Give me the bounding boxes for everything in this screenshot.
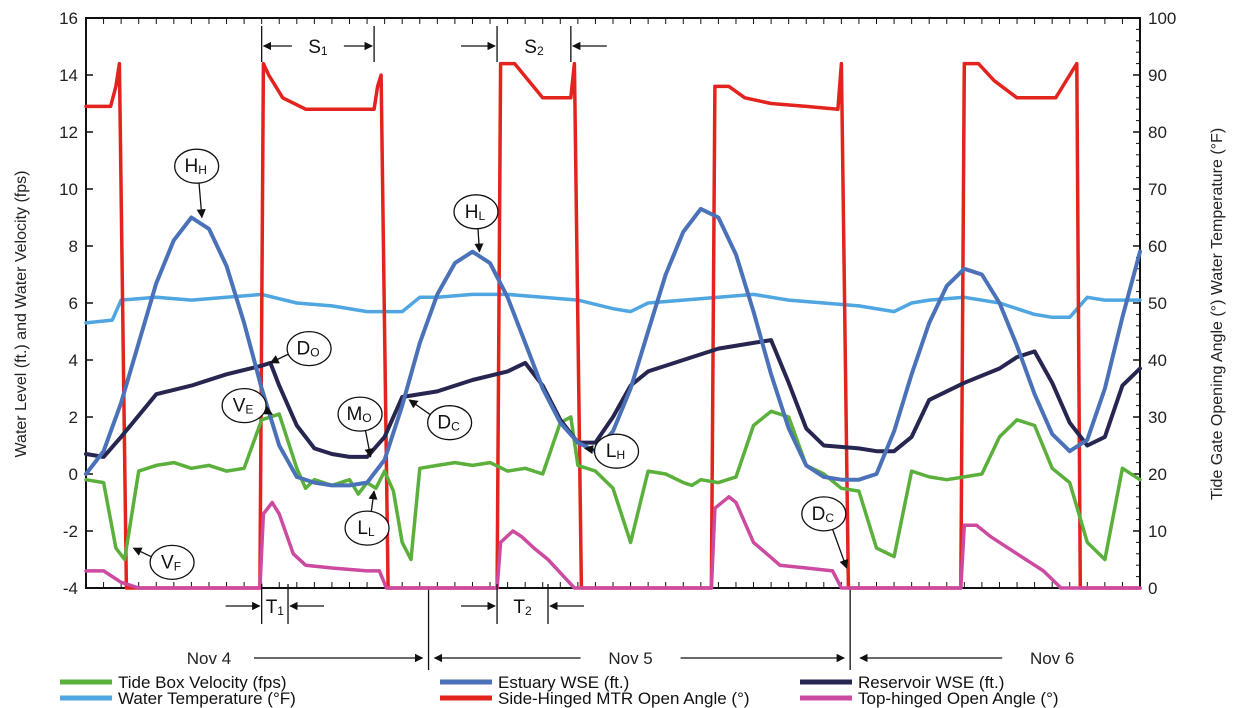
legend-label: Reservoir WSE (ft.) bbox=[858, 673, 1004, 692]
y-right-tick-label: 90 bbox=[1148, 66, 1167, 85]
y-left-tick-label: 14 bbox=[59, 66, 78, 85]
legend-label: Water Temperature (°F) bbox=[118, 689, 296, 708]
series-line-1 bbox=[84, 206, 1142, 488]
y-axis-left-title: Water Level (ft.) and Water Velocity (fp… bbox=[13, 171, 30, 458]
annotation-arrow bbox=[364, 429, 374, 458]
y-left-tick-label: 10 bbox=[59, 180, 78, 199]
y-left-tick-label: 12 bbox=[59, 123, 78, 142]
y-right-tick-label: 100 bbox=[1148, 9, 1176, 28]
y-left-tick-label: 8 bbox=[69, 237, 78, 256]
annotation-label: DC bbox=[812, 504, 835, 525]
plot-border bbox=[85, 17, 1141, 589]
y-left-tick-label: 4 bbox=[69, 351, 78, 370]
annotation-arrow bbox=[368, 490, 378, 513]
annotation-label: HH bbox=[184, 156, 206, 177]
annotation-arrow bbox=[262, 406, 274, 415]
interval-label: S2 bbox=[524, 37, 544, 58]
annotation-bubble bbox=[453, 194, 499, 230]
day-label: Nov 4 bbox=[187, 649, 231, 668]
annotation-bubble bbox=[221, 387, 267, 424]
series-line-0 bbox=[84, 409, 1142, 562]
annotation-arrow bbox=[831, 528, 849, 569]
interval-label: S1 bbox=[308, 37, 328, 58]
y-left-tick-label: -2 bbox=[63, 522, 78, 541]
annotation-bubble bbox=[593, 433, 640, 469]
annotation-label: LL bbox=[357, 518, 375, 539]
series-line-2 bbox=[84, 338, 1142, 459]
annotation-label: VF bbox=[161, 552, 181, 573]
interval-label: T2 bbox=[513, 597, 532, 618]
y-right-tick-label: 30 bbox=[1148, 408, 1167, 427]
annotation-layer: HH HL DO VE MO DC LH LL VF DC S1 S2 T1 T2 bbox=[132, 26, 849, 624]
annotation-label: MO bbox=[346, 404, 371, 425]
series-line-4 bbox=[84, 61, 1142, 590]
annotation-label: LH bbox=[606, 441, 625, 462]
annotation-label: DO bbox=[297, 339, 320, 360]
y-right-tick-label: 60 bbox=[1148, 237, 1167, 256]
annotation-bubble bbox=[426, 405, 473, 441]
annotation-label: HL bbox=[465, 202, 486, 223]
y-right-tick-label: 80 bbox=[1148, 123, 1167, 142]
day-label: Nov 6 bbox=[1030, 649, 1074, 668]
y-right-tick-label: 70 bbox=[1148, 180, 1167, 199]
annotation-arrow bbox=[408, 399, 431, 416]
y-axis-right-title: Tide Gate Opening Angle (°) Water Temper… bbox=[1209, 128, 1226, 500]
annotation-arrow bbox=[196, 182, 206, 219]
y-left-tick-label: 6 bbox=[69, 294, 78, 313]
y-right-tick-label: 40 bbox=[1148, 351, 1167, 370]
legend-label: Top-hinged Open Angle (°) bbox=[858, 689, 1059, 708]
y-right-tick-label: 50 bbox=[1148, 294, 1167, 313]
series-line-5 bbox=[84, 495, 1142, 590]
day-label: Nov 5 bbox=[608, 649, 652, 668]
annotation-arrow bbox=[583, 445, 595, 455]
y-right-tick-label: 10 bbox=[1148, 522, 1167, 541]
annotation-arrow bbox=[269, 353, 289, 364]
series-line-3 bbox=[84, 292, 1142, 325]
annotation-label: DC bbox=[437, 413, 460, 434]
y-left-tick-label: 0 bbox=[69, 465, 78, 484]
y-left-tick-label: -4 bbox=[63, 579, 78, 598]
legend-label: Estuary WSE (ft.) bbox=[498, 673, 629, 692]
annotation-bubble bbox=[801, 496, 847, 532]
y-right-tick-label: 20 bbox=[1148, 465, 1167, 484]
y-left-tick-label: 2 bbox=[69, 408, 78, 427]
annotation-bubble bbox=[174, 148, 220, 184]
legend-layer: Tide Box Velocity (fps) Estuary WSE (ft.)… bbox=[60, 673, 1059, 708]
annotation-arrow bbox=[132, 547, 152, 558]
legend-label: Side-Hinged MTR Open Angle (°) bbox=[498, 689, 750, 708]
interval-label: T1 bbox=[266, 597, 285, 618]
y-right-tick-label: 0 bbox=[1148, 579, 1157, 598]
annotation-label: VE bbox=[233, 396, 254, 417]
annotation-bubble bbox=[337, 396, 383, 432]
annotation-arrow bbox=[474, 227, 484, 253]
plot-frame-layer: 1614121086420-2-41009080706050403020100N… bbox=[59, 9, 1176, 670]
annotation-bubble bbox=[149, 544, 195, 580]
annotation-bubble bbox=[344, 510, 390, 546]
legend-label: Tide Box Velocity (fps) bbox=[118, 673, 287, 692]
annotation-bubble bbox=[286, 330, 332, 367]
series-layer bbox=[84, 61, 1142, 590]
y-left-tick-label: 16 bbox=[59, 9, 78, 28]
